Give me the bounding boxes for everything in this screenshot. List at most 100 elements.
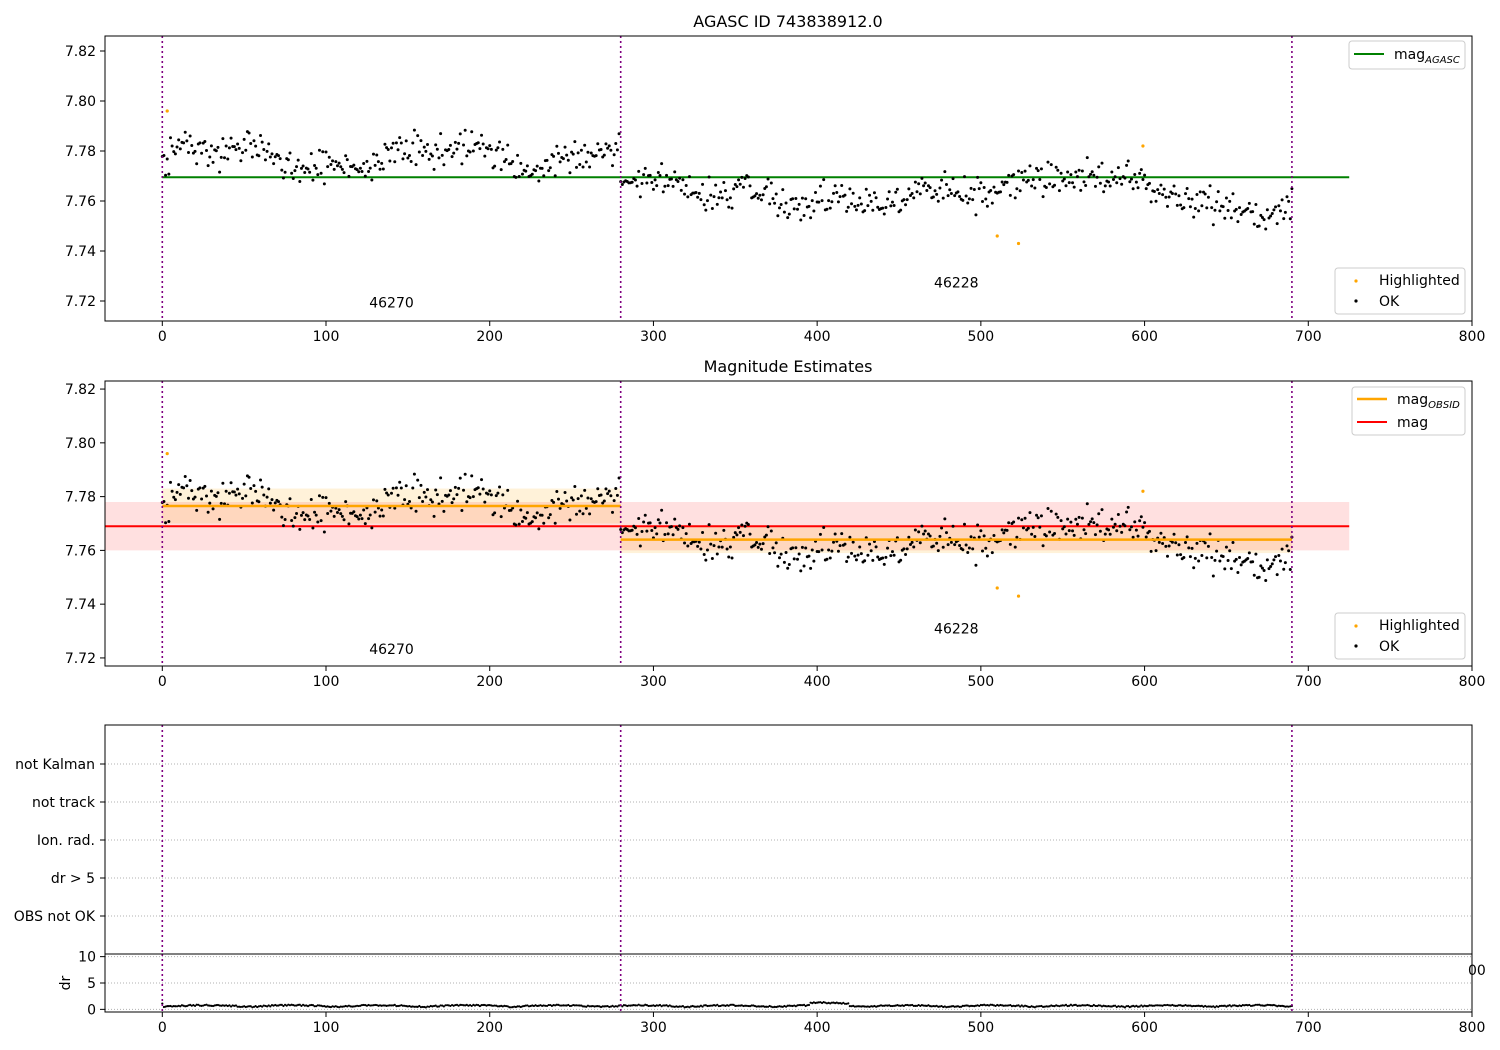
- ok-point: [1059, 519, 1063, 523]
- ok-point: [439, 132, 443, 136]
- dr-point: [536, 1004, 539, 1008]
- ok-point: [576, 497, 580, 501]
- dr-point: [608, 1005, 611, 1009]
- dr-point: [927, 1004, 930, 1007]
- ok-point: [1156, 188, 1160, 192]
- ok-point: [1111, 525, 1115, 529]
- ok-point: [651, 187, 655, 191]
- ok-point: [761, 542, 765, 546]
- x-tick-label: 600: [1131, 329, 1158, 345]
- ok-point: [1139, 515, 1143, 519]
- ok-point: [1224, 545, 1228, 549]
- dr-point: [989, 1003, 992, 1006]
- ok-point: [1008, 542, 1012, 546]
- ok-point: [434, 143, 438, 147]
- x-tick-label: 400: [804, 329, 831, 345]
- ok-point: [1185, 186, 1189, 190]
- ok-point: [298, 179, 302, 183]
- dr-point: [1002, 1004, 1005, 1007]
- ok-point: [296, 158, 300, 162]
- dr-point: [950, 1005, 953, 1008]
- dr-point: [747, 1004, 750, 1008]
- dr-point: [1073, 1003, 1076, 1007]
- ok-point: [368, 513, 372, 517]
- ok-point: [1285, 195, 1289, 199]
- ok-point: [949, 192, 953, 196]
- ok-point: [907, 187, 911, 191]
- dr-point: [668, 1004, 671, 1007]
- dr-point: [742, 1004, 745, 1008]
- ok-point: [846, 555, 850, 559]
- ok-point: [193, 495, 197, 499]
- ok-point: [899, 208, 903, 212]
- ok-point: [787, 563, 791, 567]
- ok-point: [440, 153, 444, 157]
- y-tick-label: 7.72: [65, 651, 96, 667]
- ok-point: [678, 524, 682, 528]
- ok-point: [498, 485, 502, 489]
- ok-point: [352, 163, 356, 167]
- dr-point: [468, 1003, 472, 1007]
- ok-point: [615, 493, 619, 497]
- dr-point: [1168, 1004, 1171, 1007]
- ok-point: [489, 147, 493, 151]
- ok-point: [172, 150, 176, 154]
- ok-point: [375, 153, 379, 157]
- ok-point: [980, 200, 984, 204]
- ok-point: [262, 147, 266, 151]
- ok-point: [283, 170, 287, 174]
- ok-point: [1282, 217, 1286, 221]
- ok-point: [232, 490, 236, 494]
- dr-point: [1127, 1005, 1130, 1008]
- ok-point: [882, 212, 886, 216]
- ok-point: [650, 181, 654, 185]
- dr-point: [403, 1004, 406, 1007]
- ok-point: [1236, 571, 1240, 575]
- ok-point: [1002, 531, 1006, 535]
- ok-point: [1026, 178, 1030, 182]
- ok-point: [416, 134, 420, 138]
- ok-point: [389, 491, 393, 495]
- ok-point: [1072, 533, 1076, 537]
- ok-point: [962, 175, 966, 179]
- x-tick-label: 500: [967, 329, 994, 345]
- dr-point: [419, 1005, 423, 1009]
- dr-point: [603, 1005, 606, 1008]
- ok-point: [822, 178, 826, 182]
- dr-point: [699, 1004, 703, 1007]
- dr-point: [1212, 1005, 1215, 1008]
- ok-point: [1262, 218, 1266, 222]
- ok-point: [324, 150, 328, 154]
- dr-point: [1187, 1004, 1190, 1007]
- dr-point: [1043, 1005, 1046, 1008]
- ok-point: [976, 523, 980, 527]
- ok-point: [922, 184, 926, 188]
- ok-point: [1192, 566, 1196, 570]
- ok-point: [773, 201, 777, 205]
- ok-point: [733, 531, 737, 535]
- ok-point: [1026, 526, 1030, 530]
- ok-point: [812, 209, 816, 213]
- dr-point: [922, 1004, 925, 1007]
- dr-point: [1223, 1004, 1226, 1007]
- ok-point: [1030, 532, 1034, 536]
- dr-point: [1010, 1005, 1014, 1008]
- highlighted-point: [165, 451, 169, 456]
- ok-point: [709, 542, 713, 546]
- ok-point: [1206, 544, 1210, 548]
- ok-point: [435, 493, 439, 497]
- ok-point: [615, 148, 619, 152]
- ok-point: [730, 556, 734, 560]
- ok-point: [771, 546, 775, 550]
- ok-point: [476, 486, 480, 490]
- ok-point: [308, 517, 312, 521]
- dr-point: [634, 1004, 637, 1007]
- ok-point: [496, 491, 500, 495]
- dr-point: [732, 1003, 735, 1007]
- dr-point: [205, 1003, 208, 1006]
- ok-point: [570, 150, 574, 154]
- ok-point: [516, 499, 520, 503]
- ok-point: [291, 176, 295, 180]
- dr-point: [881, 1004, 884, 1007]
- ok-point: [1283, 561, 1287, 565]
